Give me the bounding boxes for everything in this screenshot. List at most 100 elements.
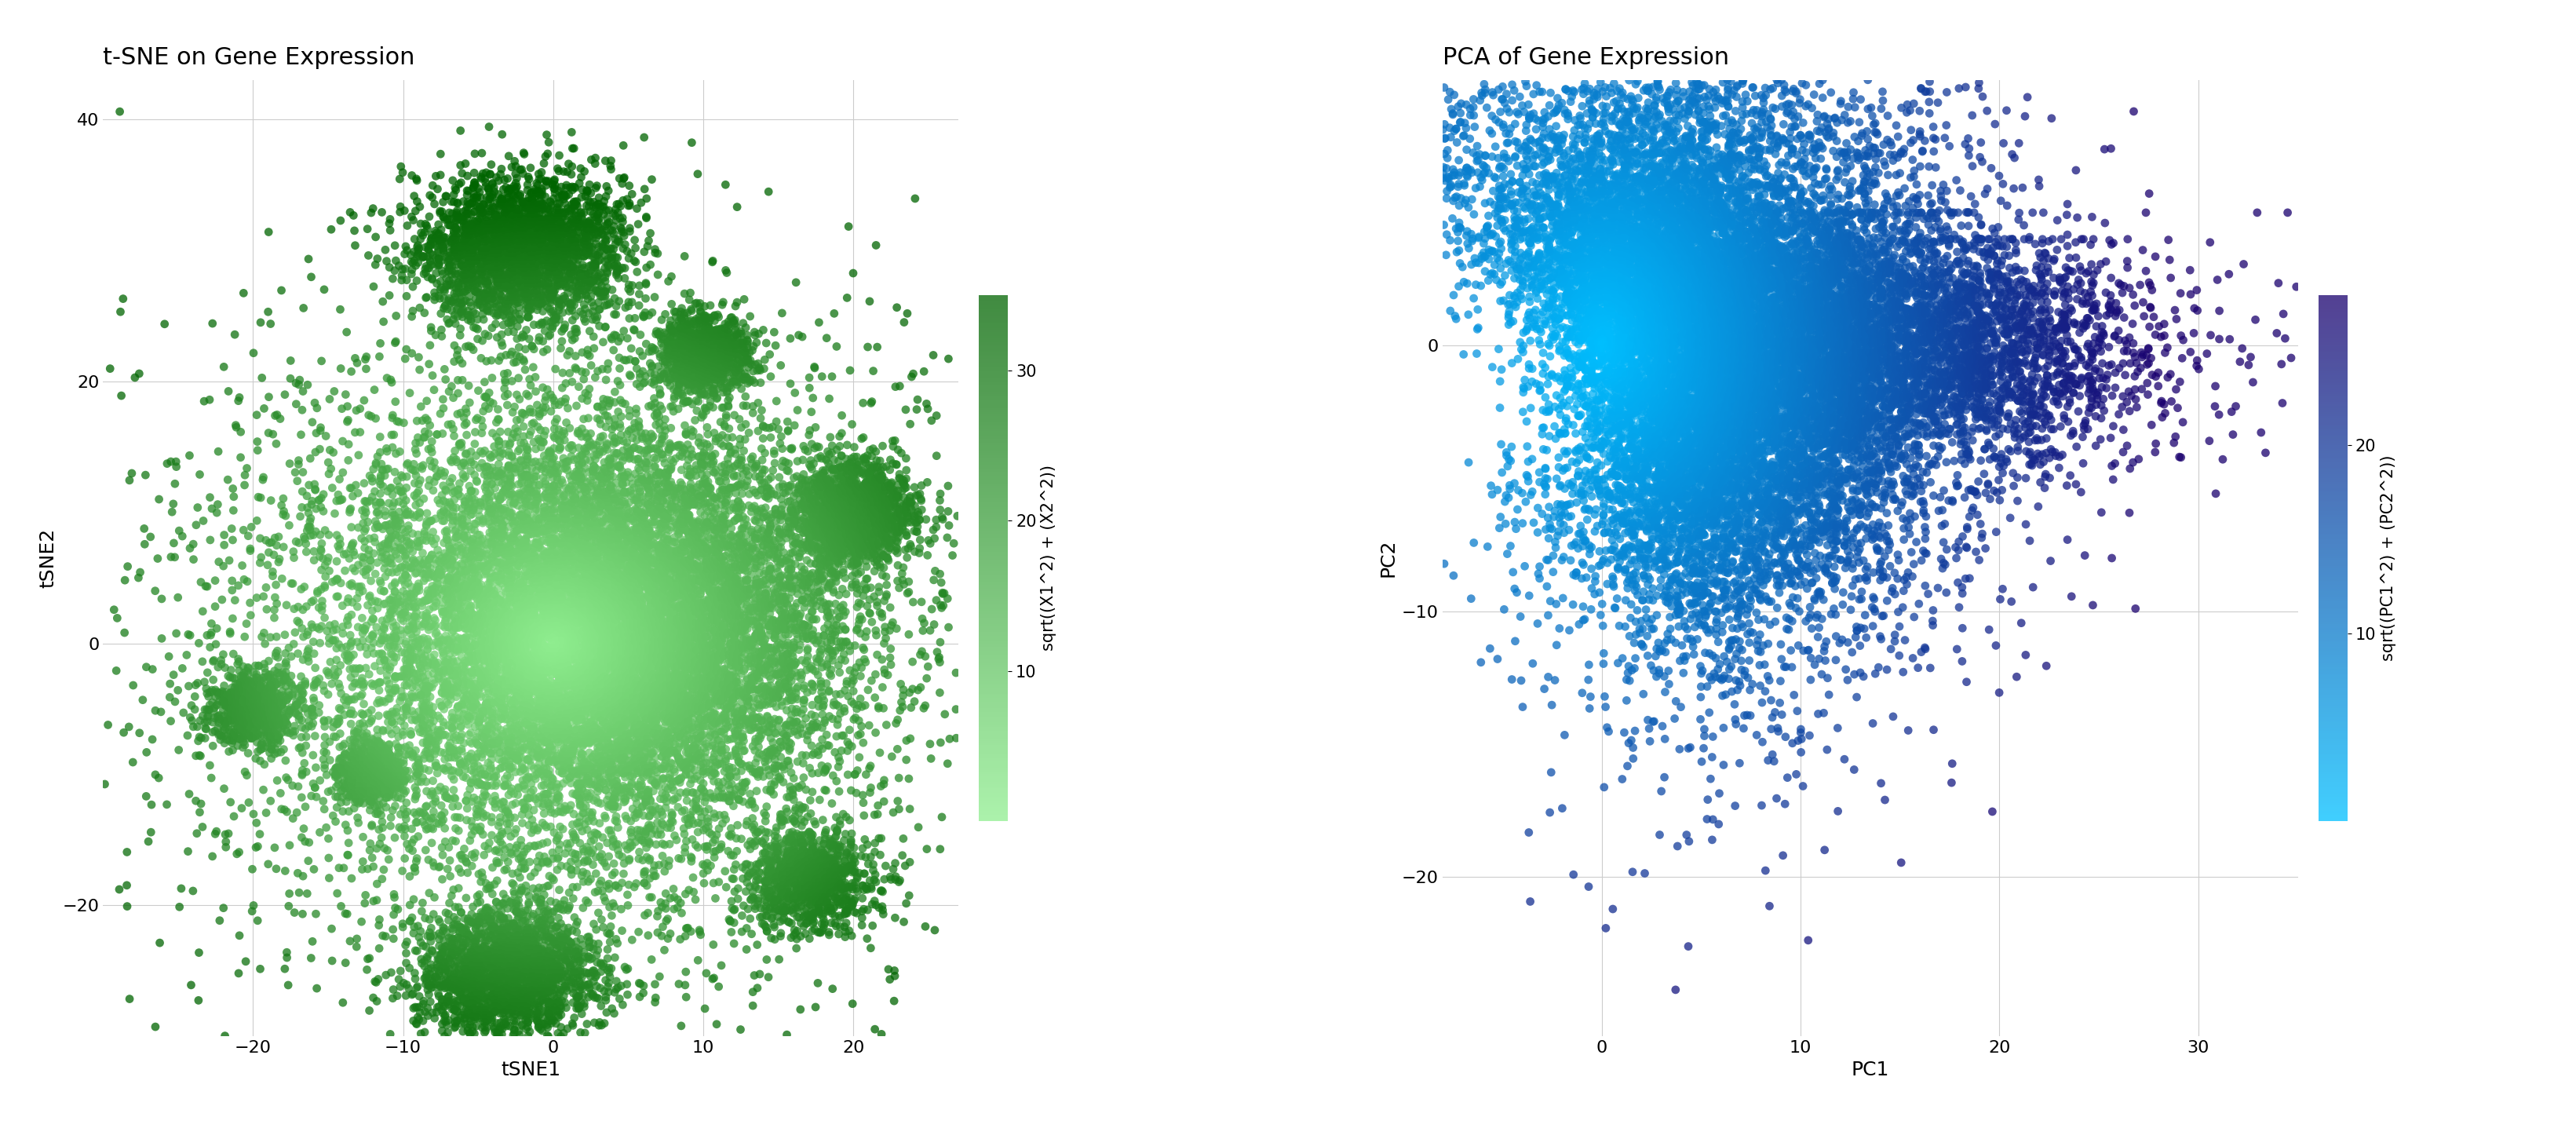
Point xyxy=(706,769,747,787)
Point xyxy=(1651,451,1692,469)
Point xyxy=(1672,481,1713,499)
Point xyxy=(873,803,914,821)
Point xyxy=(1736,101,1777,120)
Point xyxy=(546,659,587,678)
Point xyxy=(422,952,464,970)
Point xyxy=(796,478,837,497)
Point xyxy=(1870,338,1911,357)
Point xyxy=(366,754,407,772)
Point xyxy=(675,598,716,616)
Point xyxy=(672,718,714,736)
Point xyxy=(569,605,611,623)
Point xyxy=(502,650,544,669)
Point xyxy=(1664,421,1705,440)
Point xyxy=(497,634,538,653)
Point xyxy=(1736,351,1777,369)
Point xyxy=(623,559,665,577)
Point xyxy=(760,568,801,587)
Point xyxy=(453,844,495,862)
Point xyxy=(1772,462,1814,481)
Point xyxy=(690,353,732,371)
Point xyxy=(435,202,477,220)
Point xyxy=(1602,177,1643,195)
Point xyxy=(1734,445,1775,464)
Point xyxy=(1767,413,1808,432)
Point xyxy=(1728,273,1770,292)
Point xyxy=(623,866,665,884)
Point xyxy=(1857,265,1899,284)
Point xyxy=(1615,280,1656,298)
Point xyxy=(544,703,585,721)
Point xyxy=(533,698,574,716)
Point xyxy=(546,624,587,642)
Point xyxy=(430,580,471,598)
Point xyxy=(1965,362,2007,380)
Point xyxy=(1762,322,1803,341)
Point xyxy=(1687,399,1728,417)
Point xyxy=(811,862,853,880)
Point xyxy=(332,730,374,748)
Point xyxy=(428,216,469,235)
Point xyxy=(603,662,644,680)
Point xyxy=(582,226,623,244)
Point xyxy=(240,678,281,696)
Point xyxy=(1682,555,1723,573)
Point xyxy=(1880,394,1922,412)
Point xyxy=(1615,722,1656,740)
Point xyxy=(1947,385,1989,403)
Point xyxy=(446,932,487,950)
Point xyxy=(1741,341,1783,359)
Point xyxy=(1775,335,1816,353)
Point xyxy=(608,564,649,582)
Point xyxy=(595,588,636,606)
Point xyxy=(1569,95,1610,113)
Point xyxy=(654,661,696,679)
Point xyxy=(1870,357,1911,375)
Point xyxy=(574,764,616,782)
Point xyxy=(806,510,848,528)
Point xyxy=(222,678,263,696)
Point xyxy=(611,577,652,596)
Point xyxy=(461,1011,502,1030)
Point xyxy=(1556,255,1597,273)
Point xyxy=(1602,260,1643,278)
Point xyxy=(770,329,811,347)
Point xyxy=(788,853,829,871)
Point xyxy=(1597,654,1638,672)
Point xyxy=(685,803,726,821)
Point xyxy=(1703,284,1744,302)
Point xyxy=(659,558,701,576)
Point xyxy=(474,526,515,544)
Point xyxy=(1561,230,1602,248)
Point xyxy=(1692,354,1734,372)
Point xyxy=(1638,396,1680,415)
Point xyxy=(1680,305,1721,323)
Point xyxy=(397,1014,438,1032)
Point xyxy=(2038,363,2079,382)
Point xyxy=(422,870,464,888)
Point xyxy=(469,606,510,624)
Point xyxy=(523,196,564,214)
Point xyxy=(1734,382,1775,400)
Point xyxy=(2009,228,2050,246)
Point xyxy=(866,481,907,499)
Point xyxy=(1672,375,1713,393)
Point xyxy=(747,480,788,498)
Point xyxy=(1507,188,1548,206)
Point xyxy=(446,155,487,173)
Point xyxy=(98,609,139,628)
Point xyxy=(1726,346,1767,364)
Point xyxy=(1636,236,1677,254)
Point xyxy=(1646,284,1687,302)
Point xyxy=(626,540,667,558)
Point xyxy=(1947,288,1989,306)
Point xyxy=(1610,503,1651,522)
Point xyxy=(1945,370,1986,388)
Point xyxy=(631,678,672,696)
Point xyxy=(1731,428,1772,446)
Point xyxy=(1839,204,1880,222)
Point xyxy=(515,609,556,628)
Point xyxy=(706,361,747,379)
Point xyxy=(626,467,667,485)
Point xyxy=(536,254,577,272)
